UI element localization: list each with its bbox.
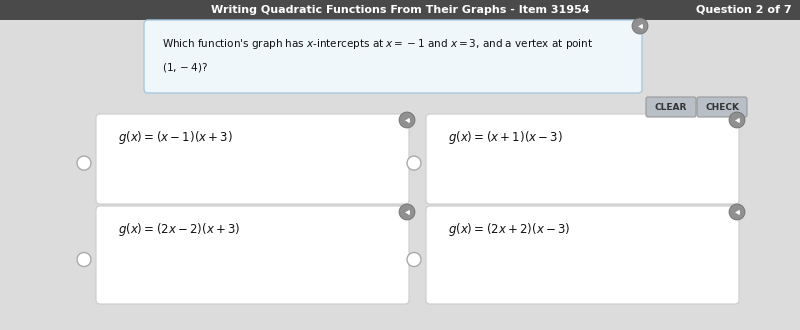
Circle shape <box>729 112 745 128</box>
Text: ): ) <box>408 118 410 123</box>
Text: ): ) <box>738 210 740 215</box>
Circle shape <box>77 252 91 267</box>
FancyBboxPatch shape <box>426 206 739 304</box>
Circle shape <box>632 18 648 34</box>
Text: ): ) <box>641 24 643 29</box>
Text: Writing Quadratic Functions From Their Graphs - Item 31954: Writing Quadratic Functions From Their G… <box>210 5 590 15</box>
FancyBboxPatch shape <box>96 114 409 204</box>
Text: ◀: ◀ <box>405 118 409 123</box>
FancyBboxPatch shape <box>646 97 696 117</box>
Text: $(1, -4)$?: $(1, -4)$? <box>162 61 208 75</box>
Text: ◀: ◀ <box>735 210 739 215</box>
Text: ): ) <box>408 210 410 215</box>
Circle shape <box>407 252 421 267</box>
Text: CHECK: CHECK <box>705 103 739 112</box>
Text: ◀: ◀ <box>638 24 642 29</box>
Text: CLEAR: CLEAR <box>655 103 687 112</box>
Text: ◀: ◀ <box>735 118 739 123</box>
FancyBboxPatch shape <box>96 206 409 304</box>
Text: $g(x) = (x+1)(x-3)$: $g(x) = (x+1)(x-3)$ <box>448 129 563 147</box>
Text: ): ) <box>738 118 740 123</box>
Circle shape <box>399 204 415 220</box>
Circle shape <box>399 112 415 128</box>
FancyBboxPatch shape <box>144 20 642 93</box>
FancyBboxPatch shape <box>426 114 739 204</box>
FancyBboxPatch shape <box>697 97 747 117</box>
Text: $g(x) = (x-1)(x+3)$: $g(x) = (x-1)(x+3)$ <box>118 129 233 147</box>
Text: Question 2 of 7: Question 2 of 7 <box>696 5 792 15</box>
FancyBboxPatch shape <box>0 0 800 20</box>
Text: $g(x) = (2x-2)(x+3)$: $g(x) = (2x-2)(x+3)$ <box>118 221 241 239</box>
Circle shape <box>729 204 745 220</box>
Text: $g(x) = (2x+2)(x-3)$: $g(x) = (2x+2)(x-3)$ <box>448 221 570 239</box>
Text: ◀: ◀ <box>405 210 409 215</box>
Circle shape <box>407 156 421 170</box>
Text: Which function's graph has $x$-intercepts at $x = -1$ and $x = 3$, and a vertex : Which function's graph has $x$-intercept… <box>162 37 594 51</box>
Circle shape <box>77 156 91 170</box>
